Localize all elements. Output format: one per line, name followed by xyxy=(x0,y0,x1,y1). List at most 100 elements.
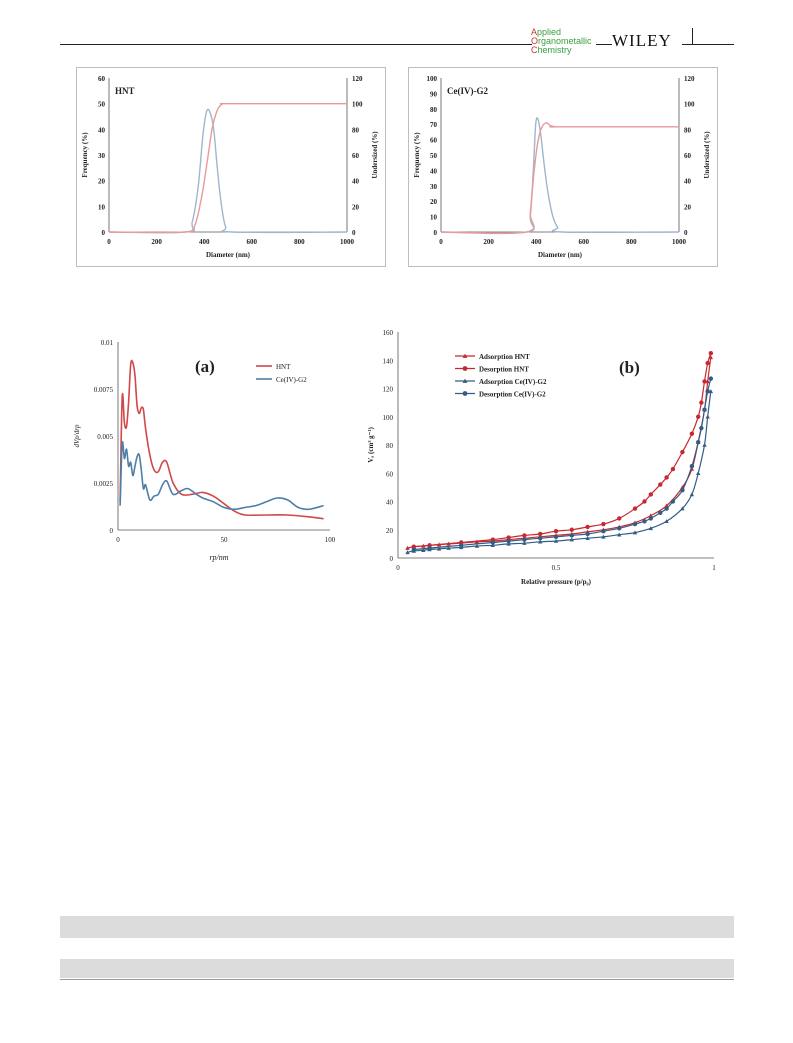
y-tick-label: 40 xyxy=(430,167,438,175)
data-point-circle xyxy=(553,534,559,540)
chart-title: HNT xyxy=(115,86,135,96)
data-point-triangle xyxy=(474,543,480,548)
y2-tick-label: 20 xyxy=(684,203,692,211)
y-tick-label: 40 xyxy=(386,499,394,507)
bjh-chart: 0 0.0025 0.005 0.0075 0.01 0 50 100 rp/nm dVp/drp… xyxy=(73,339,336,562)
data-point-circle xyxy=(632,521,638,527)
isotherm-curve xyxy=(413,353,712,548)
y-tick-label: 60 xyxy=(98,75,106,83)
data-point-triangle xyxy=(462,353,468,358)
data-point-triangle xyxy=(553,538,559,543)
frequency-curve xyxy=(108,108,348,234)
data-point-circle xyxy=(538,536,543,541)
psd-ce-figure: 0 10 20 30 40 50 60 70 80 90 100 0 20 40 60 80 100 120 0 20… xyxy=(408,67,718,267)
y-tick-label: 30 xyxy=(430,183,438,191)
x-tick-label: 0.5 xyxy=(552,564,561,572)
table-rule xyxy=(60,979,734,980)
data-point-circle xyxy=(553,528,559,534)
y2-tick-label: 60 xyxy=(352,152,360,160)
data-point-circle xyxy=(632,506,638,511)
y-tick-label: 60 xyxy=(386,470,394,478)
x-tick-label: 800 xyxy=(294,238,305,246)
frequency-curve xyxy=(440,117,680,234)
data-point-circle xyxy=(522,537,527,542)
journal-logo: Applied Organometallic Chemistry xyxy=(531,27,592,55)
data-point-circle xyxy=(699,425,704,431)
x-tick-label: 0 xyxy=(439,238,443,246)
y-tick-label: 0.0025 xyxy=(94,480,114,488)
y2-tick-label: 60 xyxy=(684,152,692,160)
x-tick-label: 600 xyxy=(579,238,590,246)
data-point-circle xyxy=(702,407,707,412)
data-point-circle xyxy=(705,389,710,394)
y-axis-label: Frequency (%) xyxy=(413,132,421,178)
data-point-triangle xyxy=(506,541,511,546)
table-header-bar xyxy=(60,959,734,978)
x-tick-label: 600 xyxy=(247,238,258,246)
y-tick-label: 80 xyxy=(430,106,438,114)
y-tick-label: 50 xyxy=(98,101,106,109)
y-tick-label: 0 xyxy=(434,229,438,237)
data-point-circle xyxy=(689,431,695,436)
data-point-circle xyxy=(699,400,704,405)
y-tick-label: 20 xyxy=(98,178,106,186)
y-axis-label: dVp/drp xyxy=(73,424,81,447)
data-point-circle xyxy=(705,360,710,366)
data-point-circle xyxy=(506,535,511,540)
y2-tick-label: 20 xyxy=(352,203,360,211)
header-rule-left xyxy=(60,44,532,45)
data-point-triangle xyxy=(436,546,442,551)
data-point-circle xyxy=(601,521,606,527)
chart-title: (b) xyxy=(619,358,640,377)
data-point-triangle xyxy=(405,550,410,555)
data-point-circle xyxy=(702,379,707,384)
data-point-triangle xyxy=(405,545,410,550)
bet-chart: 0 20 40 60 80 100 120 140 160 0 0.5 1 Relative press… xyxy=(367,329,716,586)
data-point-triangle xyxy=(664,503,669,508)
data-point-triangle xyxy=(696,471,701,476)
x-axis-label: Diameter (nm) xyxy=(538,251,583,259)
data-point-triangle xyxy=(632,530,638,535)
y2-tick-label: 120 xyxy=(684,75,695,83)
data-point-circle xyxy=(459,543,464,548)
y-tick-label: 0 xyxy=(102,229,106,237)
header-tick xyxy=(692,28,693,44)
legend-label: Adsorption Ce(IV)-G2 xyxy=(479,378,547,386)
data-point-circle xyxy=(490,540,495,545)
data-point-circle xyxy=(569,533,574,538)
table-title-bar xyxy=(60,916,734,938)
data-point-circle xyxy=(658,510,663,515)
data-point-circle xyxy=(696,414,701,419)
data-point-circle xyxy=(617,526,622,531)
x-axis-label: Diameter (nm) xyxy=(206,251,251,259)
publisher-logo: WILEY xyxy=(612,31,672,50)
data-point-circle xyxy=(664,506,669,511)
data-point-circle xyxy=(585,531,590,537)
x-tick-label: 0 xyxy=(396,564,400,572)
x-tick-label: 100 xyxy=(325,536,336,544)
x-tick-label: 400 xyxy=(531,238,542,246)
data-point-triangle xyxy=(569,537,574,542)
data-point-circle xyxy=(642,519,647,524)
y2-tick-label: 40 xyxy=(352,178,360,186)
data-point-circle xyxy=(658,482,663,487)
y-tick-label: 0.0075 xyxy=(94,386,114,394)
data-point-triangle xyxy=(664,519,669,524)
y-tick-label: 0 xyxy=(110,527,114,535)
x-axis-label: rp/nm xyxy=(209,553,228,562)
y-tick-label: 140 xyxy=(383,357,394,365)
isotherm-curve xyxy=(407,357,712,549)
y-axis-label: Frequency (%) xyxy=(81,132,89,178)
y2-tick-label: 80 xyxy=(684,126,692,134)
ce-curve xyxy=(119,441,324,511)
data-point-circle xyxy=(648,516,653,521)
y-tick-label: 20 xyxy=(386,527,394,535)
x-tick-label: 1000 xyxy=(672,238,687,246)
data-point-circle xyxy=(670,499,676,504)
y-tick-label: 80 xyxy=(386,442,394,450)
data-point-triangle xyxy=(617,532,622,537)
legend-label: Desorption Ce(IV)-G2 xyxy=(479,391,546,399)
data-point-triangle xyxy=(648,526,653,531)
y-tick-label: 50 xyxy=(430,152,438,160)
psd-hnt-figure: 0 10 20 30 40 50 60 0 20 40 60 80 100 120 0 200 400 600 80… xyxy=(76,67,386,267)
